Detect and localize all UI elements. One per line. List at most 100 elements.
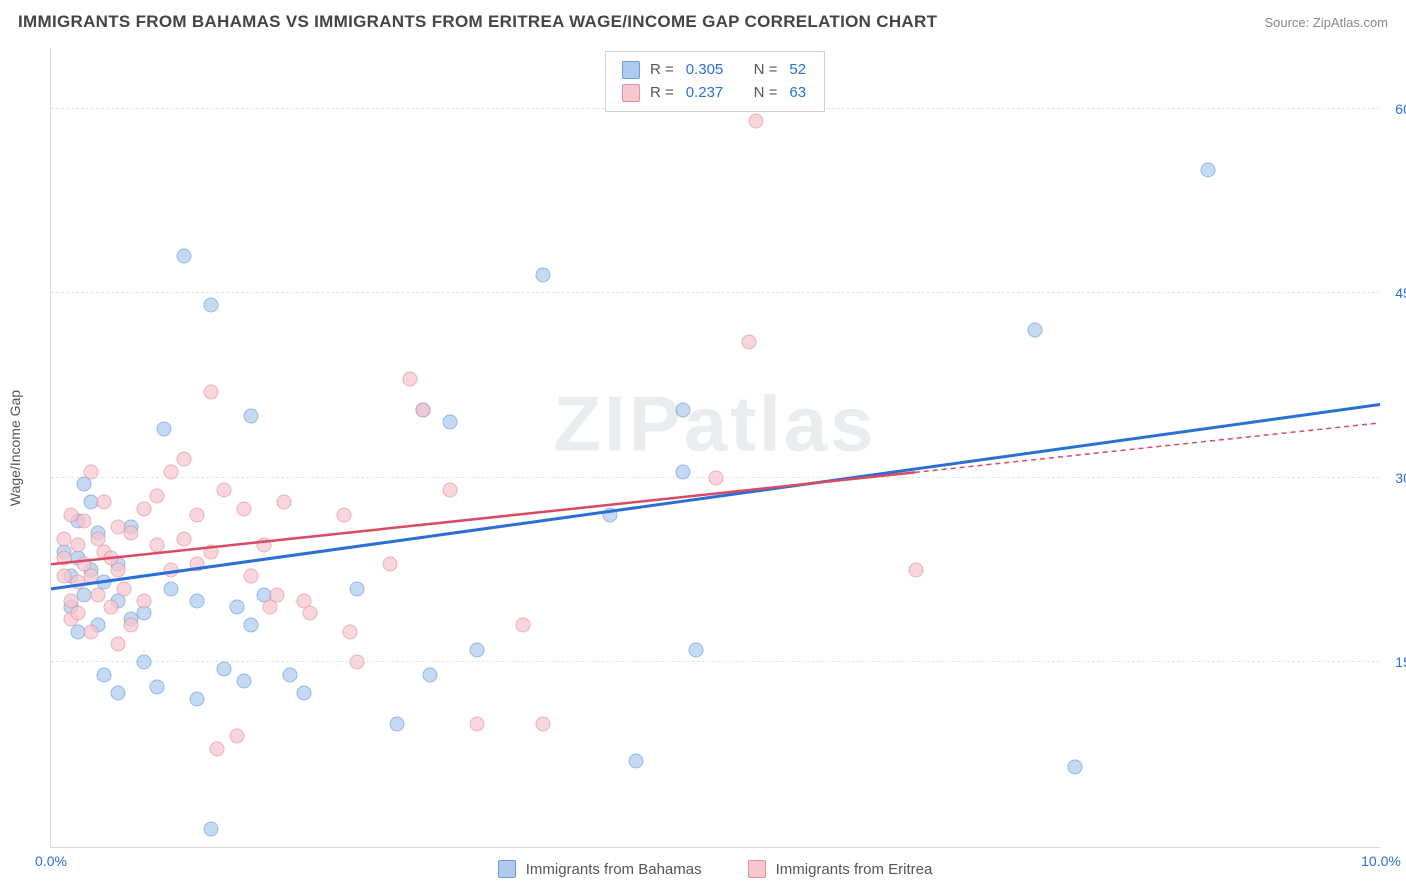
point-eritrea — [709, 470, 724, 485]
gridline-horizontal — [51, 292, 1380, 293]
point-eritrea — [117, 581, 132, 596]
stat-r-label: R = — [650, 58, 674, 81]
point-eritrea — [103, 600, 118, 615]
point-eritrea — [190, 556, 205, 571]
point-eritrea — [243, 569, 258, 584]
point-eritrea — [137, 501, 152, 516]
point-eritrea — [203, 544, 218, 559]
point-bahamas — [243, 618, 258, 633]
point-bahamas — [190, 593, 205, 608]
point-eritrea — [123, 618, 138, 633]
y-tick-label: 60.0% — [1395, 101, 1406, 117]
point-bahamas — [190, 692, 205, 707]
point-bahamas — [236, 673, 251, 688]
point-eritrea — [190, 507, 205, 522]
legend-item: Immigrants from Bahamas — [498, 860, 702, 878]
point-eritrea — [70, 538, 85, 553]
point-eritrea — [230, 729, 245, 744]
scatter-chart: Wage/Income Gap 15.0%30.0%45.0%60.0%0.0%… — [50, 48, 1380, 848]
point-eritrea — [150, 538, 165, 553]
point-eritrea — [216, 483, 231, 498]
point-eritrea — [137, 593, 152, 608]
point-eritrea — [748, 113, 763, 128]
point-eritrea — [536, 716, 551, 731]
point-eritrea — [236, 501, 251, 516]
point-bahamas — [349, 581, 364, 596]
legend-swatch — [622, 84, 640, 102]
point-bahamas — [216, 661, 231, 676]
point-eritrea — [343, 624, 358, 639]
point-eritrea — [443, 483, 458, 498]
y-tick-label: 45.0% — [1395, 285, 1406, 301]
point-eritrea — [349, 655, 364, 670]
stat-r-label: R = — [650, 81, 674, 104]
legend-swatch — [498, 860, 516, 878]
point-bahamas — [203, 821, 218, 836]
series-legend: Immigrants from Bahamas Immigrants from E… — [50, 860, 1380, 878]
point-bahamas — [1028, 323, 1043, 338]
stat-n-value: 52 — [787, 58, 808, 81]
point-bahamas — [443, 415, 458, 430]
point-bahamas — [675, 403, 690, 418]
stats-row: R =0.305 N =52 — [622, 58, 808, 81]
trend-lines — [51, 48, 1380, 847]
y-axis-label: Wage/Income Gap — [7, 390, 23, 506]
legend-swatch — [622, 61, 640, 79]
legend-item: Immigrants from Eritrea — [748, 860, 933, 878]
point-bahamas — [137, 655, 152, 670]
stats-legend: R =0.305 N =52R =0.237 N =63 — [605, 51, 825, 112]
point-eritrea — [303, 606, 318, 621]
point-eritrea — [163, 563, 178, 578]
legend-label: Immigrants from Eritrea — [776, 861, 933, 878]
point-eritrea — [177, 452, 192, 467]
point-bahamas — [1068, 760, 1083, 775]
point-eritrea — [270, 587, 285, 602]
point-eritrea — [83, 624, 98, 639]
y-tick-label: 30.0% — [1395, 470, 1406, 486]
point-eritrea — [469, 716, 484, 731]
point-eritrea — [150, 489, 165, 504]
point-bahamas — [97, 667, 112, 682]
point-bahamas — [230, 600, 245, 615]
gridline-horizontal — [51, 661, 1380, 662]
point-eritrea — [70, 606, 85, 621]
point-bahamas — [629, 753, 644, 768]
point-bahamas — [177, 249, 192, 264]
point-bahamas — [469, 643, 484, 658]
point-eritrea — [210, 741, 225, 756]
y-tick-label: 15.0% — [1395, 654, 1406, 670]
point-bahamas — [203, 298, 218, 313]
stat-n-label: N = — [754, 58, 778, 81]
point-bahamas — [423, 667, 438, 682]
point-bahamas — [389, 716, 404, 731]
point-eritrea — [57, 550, 72, 565]
point-bahamas — [296, 686, 311, 701]
point-eritrea — [203, 384, 218, 399]
point-eritrea — [163, 464, 178, 479]
chart-title: IMMIGRANTS FROM BAHAMAS VS IMMIGRANTS FR… — [18, 12, 937, 32]
stat-n-value: 63 — [787, 81, 808, 104]
point-eritrea — [276, 495, 291, 510]
point-eritrea — [97, 495, 112, 510]
point-bahamas — [157, 421, 172, 436]
point-eritrea — [742, 335, 757, 350]
stat-n-label: N = — [754, 81, 778, 104]
stats-row: R = 0.237 N = 63 — [622, 81, 808, 104]
point-bahamas — [536, 267, 551, 282]
point-eritrea — [83, 569, 98, 584]
point-eritrea — [383, 556, 398, 571]
point-eritrea — [416, 403, 431, 418]
point-bahamas — [689, 643, 704, 658]
point-bahamas — [163, 581, 178, 596]
point-eritrea — [110, 563, 125, 578]
stat-r-value: 0.237 — [684, 81, 726, 104]
point-eritrea — [516, 618, 531, 633]
point-eritrea — [336, 507, 351, 522]
source-attribution: Source: ZipAtlas.com — [1264, 15, 1388, 30]
point-eritrea — [123, 526, 138, 541]
point-bahamas — [283, 667, 298, 682]
point-eritrea — [177, 532, 192, 547]
legend-label: Immigrants from Bahamas — [526, 861, 702, 878]
point-bahamas — [243, 409, 258, 424]
point-eritrea — [908, 563, 923, 578]
